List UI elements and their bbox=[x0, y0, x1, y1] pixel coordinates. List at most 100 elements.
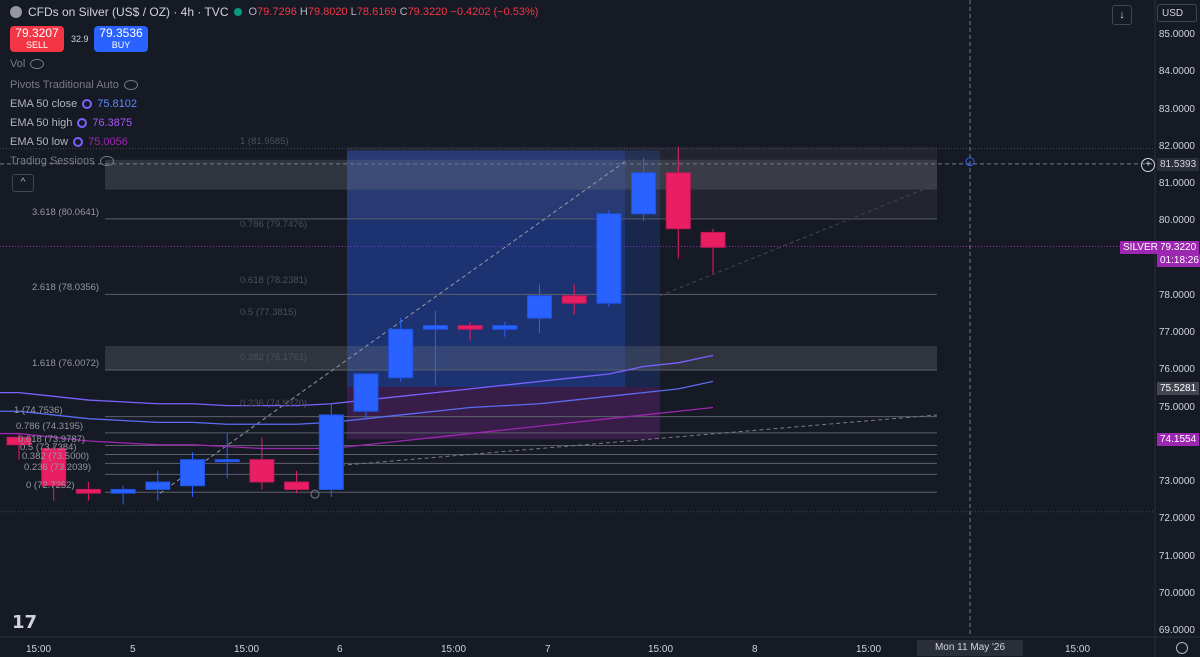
symbol-header: CFDs on Silver (US$ / OZ) · 4h · TVC O79… bbox=[10, 5, 538, 19]
legend-vol[interactable]: Vol bbox=[10, 58, 45, 70]
ema-line bbox=[0, 354, 714, 407]
x-tick-label: 15:00 bbox=[1065, 644, 1091, 655]
trend-line-lower bbox=[319, 414, 938, 468]
x-tick-label: 15:00 bbox=[441, 644, 467, 655]
price-tag: 81.5393 bbox=[1157, 157, 1200, 171]
buy-button[interactable]: 79.3536 BUY bbox=[94, 26, 148, 52]
sell-button[interactable]: 79.3207 SELL bbox=[10, 26, 64, 52]
bull-candle bbox=[631, 172, 657, 215]
bull-candle bbox=[596, 213, 622, 304]
indicator-icon bbox=[73, 137, 84, 147]
fib-level-label: 0.236 (73.2039) bbox=[24, 462, 92, 474]
legend-pivots[interactable]: Pivots Traditional Auto bbox=[10, 79, 138, 91]
bear-candle bbox=[457, 325, 483, 330]
bull-candle bbox=[527, 295, 552, 319]
bear-candle bbox=[284, 481, 310, 490]
bear-candle bbox=[700, 231, 726, 248]
y-tick-label: 80.0000 bbox=[1158, 215, 1195, 227]
legend-ema-low[interactable]: EMA 50 low 75.0056 bbox=[10, 136, 128, 148]
symbol-tag: SILVER bbox=[1120, 240, 1161, 254]
x-tick-label: 7 bbox=[545, 644, 551, 655]
bull-candle bbox=[110, 488, 136, 494]
price-tag: 79.3220 bbox=[1157, 240, 1200, 254]
y-tick-label: 77.0000 bbox=[1158, 327, 1195, 338]
fib-level-label: 1 (74.7536) bbox=[14, 404, 63, 416]
fib-mid-label: 1 (81.9585) bbox=[240, 136, 289, 148]
fib-mid-label: 0.382 (76.1761) bbox=[240, 351, 308, 363]
y-tick-label: 82.0000 bbox=[1158, 140, 1195, 152]
fib-mid-label: 0.236 (74.9370) bbox=[240, 397, 308, 409]
market-open-icon bbox=[234, 8, 243, 16]
x-tick-label: 6 bbox=[337, 644, 343, 655]
y-tick-label: 71.0000 bbox=[1158, 550, 1195, 562]
y-tick-label: 78.0000 bbox=[1158, 289, 1195, 301]
x-tick-label: 5 bbox=[130, 644, 136, 655]
currency-select[interactable]: USD bbox=[1157, 4, 1197, 22]
indicator-icon bbox=[82, 99, 93, 109]
bear-candle bbox=[6, 436, 32, 446]
x-tick-label: 15:00 bbox=[234, 644, 260, 655]
y-tick-label: 73.0000 bbox=[1158, 476, 1195, 487]
spread-value: 32.9 bbox=[71, 34, 89, 44]
x-tick-label: 15:00 bbox=[856, 644, 882, 655]
ema-line bbox=[0, 406, 714, 450]
ema-line bbox=[0, 380, 714, 425]
trend-line-upper bbox=[659, 183, 938, 297]
bear-candle bbox=[665, 172, 691, 230]
legend-ema-high[interactable]: EMA 50 high 76.3875 bbox=[10, 117, 133, 129]
bear-candle bbox=[249, 459, 275, 483]
settings-icon[interactable] bbox=[1176, 642, 1188, 654]
y-tick-label: 84.0000 bbox=[1158, 66, 1195, 78]
fib-level-label: 0.618 (73.9787) bbox=[18, 433, 86, 445]
fib-level-label: 0 (72.7252) bbox=[26, 480, 75, 492]
eye-hidden-icon[interactable] bbox=[30, 59, 45, 69]
bull-candle bbox=[318, 414, 344, 490]
tradingview-logo[interactable]: 17 bbox=[12, 612, 38, 633]
silver-icon bbox=[10, 6, 22, 18]
symbol-title[interactable]: CFDs on Silver (US$ / OZ) · 4h · TVC bbox=[28, 5, 229, 19]
x-tick-label: 8 bbox=[752, 644, 758, 655]
fib-mid-label: 0.5 (77.3815) bbox=[240, 306, 297, 318]
ohlc-readout: O79.7296 H79.8020 L78.6169 C79.3220 −0.4… bbox=[248, 6, 539, 18]
add-alert-icon[interactable]: + bbox=[1141, 158, 1155, 172]
x-tick-label: 15:00 bbox=[26, 644, 52, 655]
download-arrow-icon[interactable]: ↓ bbox=[1112, 5, 1132, 25]
y-tick-label: 81.0000 bbox=[1158, 178, 1195, 189]
fib-level-label: 1.618 (76.0072) bbox=[32, 357, 100, 369]
y-tick-label: 69.0000 bbox=[1158, 625, 1195, 636]
position-stop-zone bbox=[347, 387, 660, 440]
y-tick-label: 85.0000 bbox=[1158, 29, 1195, 40]
y-tick-label: 76.0000 bbox=[1158, 364, 1195, 376]
eye-hidden-icon[interactable] bbox=[99, 156, 114, 166]
bull-candle bbox=[353, 373, 379, 412]
collapse-legend-button[interactable]: ^ bbox=[12, 174, 34, 192]
fib-level-label: 2.618 (78.0356) bbox=[32, 282, 100, 294]
fib-band-top bbox=[105, 159, 937, 190]
fib-level-label: 0.786 (74.3195) bbox=[16, 420, 84, 432]
bull-candle bbox=[214, 459, 240, 463]
crosshair-date-label: Mon 11 May '26 bbox=[917, 640, 1023, 656]
price-countdown: 01:18:26 bbox=[1157, 253, 1200, 267]
bull-candle bbox=[422, 325, 448, 330]
indicator-icon bbox=[77, 118, 88, 128]
bull-candle bbox=[492, 325, 518, 330]
bear-candle bbox=[75, 488, 101, 494]
fib-mid-label: 0.786 (79.7476) bbox=[240, 218, 308, 230]
legend-sessions[interactable]: Trading Sessions bbox=[10, 155, 114, 167]
fib-level-label: 0.5 (73.7384) bbox=[20, 442, 77, 454]
y-tick-label: 72.0000 bbox=[1158, 513, 1195, 525]
anchor-point bbox=[310, 489, 320, 499]
y-tick-label: 70.0000 bbox=[1158, 587, 1195, 599]
bull-candle bbox=[180, 459, 205, 487]
legend-ema-close[interactable]: EMA 50 close 75.8102 bbox=[10, 98, 138, 110]
anchor-point bbox=[965, 157, 975, 167]
price-tag: 74.1554 bbox=[1157, 432, 1200, 446]
fib-level-label: 3.618 (80.0641) bbox=[32, 206, 100, 218]
x-tick-label: 15:00 bbox=[648, 644, 674, 655]
eye-hidden-icon[interactable] bbox=[123, 80, 138, 90]
fib-band-mid bbox=[105, 346, 937, 371]
bear-candle bbox=[561, 295, 587, 304]
bear-candle bbox=[41, 447, 67, 487]
